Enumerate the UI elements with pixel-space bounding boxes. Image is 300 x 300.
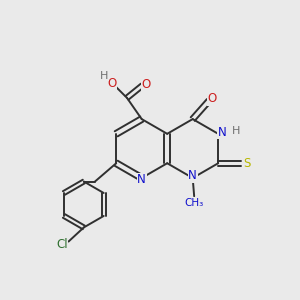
Text: N: N [188, 169, 197, 182]
Text: O: O [141, 77, 150, 91]
Text: H: H [100, 71, 109, 81]
Text: Cl: Cl [56, 238, 68, 251]
Text: O: O [108, 77, 117, 90]
Text: N: N [137, 173, 146, 186]
Text: O: O [207, 92, 217, 105]
Text: H: H [232, 126, 241, 136]
Text: N: N [218, 126, 226, 139]
Text: CH₃: CH₃ [184, 198, 204, 208]
Text: S: S [243, 157, 250, 170]
